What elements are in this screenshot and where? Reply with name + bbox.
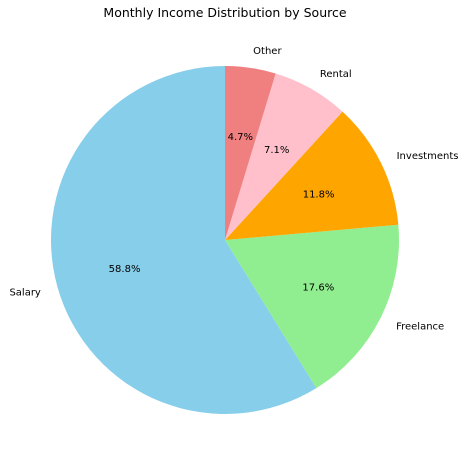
pct-label-freelance: 17.6% — [302, 282, 334, 293]
label-investments: Investments — [397, 151, 459, 162]
pie-slices — [50, 66, 399, 414]
pie-labels: Salary 58.8% Freelance 17.6% Investments 11.8… — [9, 46, 458, 332]
pct-label-other: 4.7% — [228, 132, 253, 143]
chart-title: Monthly Income Distribution by Source — [103, 5, 346, 20]
slice-rental — [225, 73, 343, 240]
slice-investments — [225, 111, 399, 240]
pct-label-salary: 58.8% — [109, 264, 141, 275]
pct-label-rental: 7.1% — [264, 145, 289, 156]
label-other: Other — [253, 46, 282, 57]
pct-label-investments: 11.8% — [303, 189, 335, 200]
slice-freelance — [225, 224, 399, 389]
slice-salary — [50, 66, 317, 414]
label-freelance: Freelance — [396, 321, 444, 332]
label-rental: Rental — [320, 69, 352, 80]
label-salary: Salary — [9, 288, 40, 299]
slice-other — [225, 66, 276, 240]
